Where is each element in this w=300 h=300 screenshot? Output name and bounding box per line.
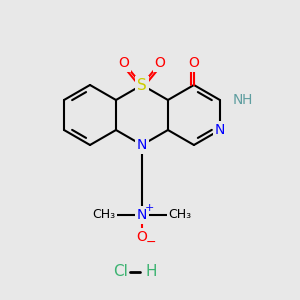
Text: −: − — [146, 236, 156, 248]
Text: O: O — [188, 56, 200, 70]
Text: H: H — [242, 93, 252, 107]
Text: N: N — [233, 93, 243, 107]
Text: O: O — [118, 56, 129, 70]
Text: Cl: Cl — [114, 265, 128, 280]
Text: CH₃: CH₃ — [92, 208, 116, 221]
Text: O: O — [136, 230, 147, 244]
Text: O: O — [154, 56, 165, 70]
Text: CH₃: CH₃ — [168, 208, 191, 221]
Text: H: H — [145, 265, 157, 280]
Text: N: N — [215, 123, 225, 137]
Text: N: N — [137, 138, 147, 152]
Text: N: N — [137, 208, 147, 222]
Text: S: S — [137, 77, 147, 92]
Text: +: + — [145, 203, 154, 213]
